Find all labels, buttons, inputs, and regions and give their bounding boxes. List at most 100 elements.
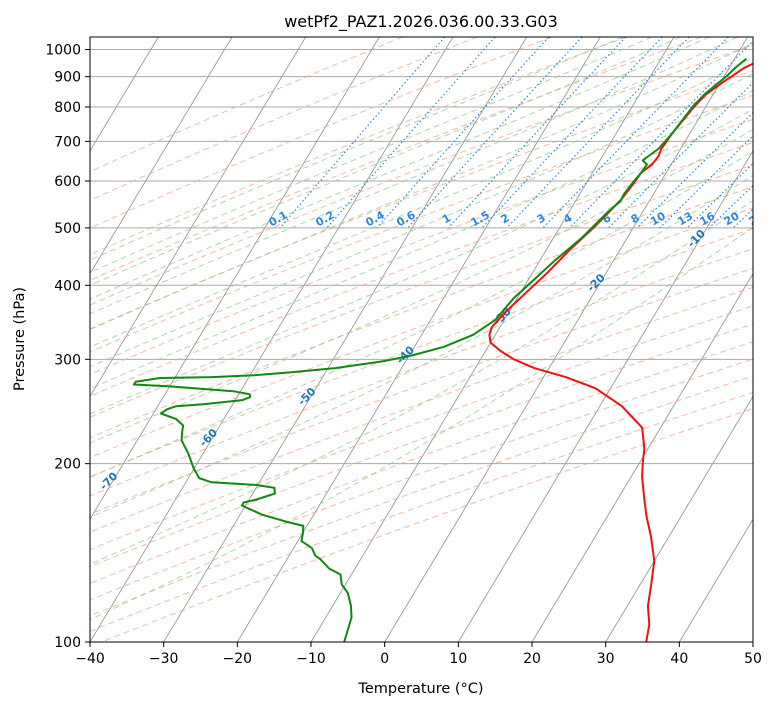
isotherm-line xyxy=(236,37,601,642)
dry-adiabat-line xyxy=(90,94,753,353)
moist-adiabat-line xyxy=(90,72,753,368)
isotherm-line xyxy=(531,272,753,642)
dry-adiabat-line xyxy=(90,186,753,439)
moist-adiabat-line xyxy=(90,37,681,286)
moist-adiabat-line xyxy=(90,226,753,621)
isotherm-line xyxy=(90,37,233,275)
mixing-ratio-label: 25 xyxy=(746,209,766,228)
dry-adiabat-line xyxy=(90,286,753,533)
isobar-lines xyxy=(90,49,753,642)
mixing-ratio-line xyxy=(326,37,496,229)
moist-adiabat-line xyxy=(90,174,753,518)
x-tick-label: −30 xyxy=(149,651,179,667)
dry-adiabat-line xyxy=(90,228,753,478)
isotherm-line xyxy=(163,37,528,642)
mixing-ratio-label: 0.4 xyxy=(363,208,387,229)
y-tick-label: 900 xyxy=(54,70,81,86)
temperature-line xyxy=(488,62,753,642)
dry-adiabat-line xyxy=(90,44,753,306)
sounding-series xyxy=(133,57,753,642)
mixing-ratio-label: 10 xyxy=(648,209,668,228)
dry-adiabat-line xyxy=(90,118,753,375)
moist-adiabat-line xyxy=(90,128,753,444)
moist-adiabat-line xyxy=(90,42,753,331)
mixing-ratio-label: 0.6 xyxy=(394,208,418,229)
mixing-ratio-line xyxy=(542,37,729,229)
y-tick-label: 700 xyxy=(54,134,81,150)
moist-adiabat-lines xyxy=(90,37,753,621)
dry-adiabat-line xyxy=(90,267,753,515)
dry-adiabat-line xyxy=(90,207,753,459)
isotherm-line xyxy=(678,518,753,642)
dry-adiabat-line xyxy=(90,358,753,601)
isotherm-label: -50 xyxy=(295,385,318,408)
dry-adiabat-line xyxy=(90,391,753,632)
y-tick-label: 400 xyxy=(54,278,81,294)
mixing-ratio-line xyxy=(447,37,627,229)
mixing-ratio-line xyxy=(708,184,753,229)
isotherm-lines xyxy=(0,37,753,642)
dry-adiabat-line xyxy=(90,341,753,584)
x-tick-label: 50 xyxy=(744,651,762,667)
mixing-ratio-line xyxy=(376,37,550,229)
y-tick-label: 100 xyxy=(54,635,81,651)
x-axis-ticks: −40 −30 −20 −10 0 10 20 30 40 50 xyxy=(75,642,762,667)
mixing-ratio-label: 30 xyxy=(767,209,775,228)
moist-adiabat-line xyxy=(90,57,753,348)
dry-adiabat-line xyxy=(101,408,753,642)
y-tick-label: 500 xyxy=(54,221,81,237)
dry-adiabat-line xyxy=(90,37,552,229)
mixing-ratio-label: 20 xyxy=(722,209,742,228)
mixing-ratio-label: 8 xyxy=(629,211,642,226)
isotherm-line xyxy=(90,37,307,398)
mixing-ratio-label: 4 xyxy=(561,211,574,226)
moist-adiabat-line xyxy=(90,150,753,478)
mixing-ratio-label: 0.1 xyxy=(267,208,290,229)
mixing-ratio-line xyxy=(732,208,753,229)
dry-adiabat-line xyxy=(90,375,753,617)
isotherm-line xyxy=(0,37,11,642)
moist-adiabat-line xyxy=(90,37,738,315)
dewpoint-line xyxy=(133,57,748,642)
dry-adiabat-line xyxy=(90,305,753,551)
mixing-ratio-line xyxy=(569,40,753,229)
dry-adiabat-line xyxy=(90,141,753,397)
x-axis-title: Temperature (°C) xyxy=(357,681,483,697)
y-tick-label: 200 xyxy=(54,457,81,473)
isotherm-line xyxy=(752,641,753,642)
dry-adiabat-line xyxy=(90,248,753,497)
x-tick-label: −10 xyxy=(296,651,326,667)
mixing-ratio-line xyxy=(608,81,753,229)
x-tick-label: 10 xyxy=(449,651,467,667)
x-tick-label: −40 xyxy=(75,651,105,667)
x-tick-label: 20 xyxy=(523,651,541,667)
mixing-ratio-label: 16 xyxy=(698,209,718,228)
moist-adiabat-line xyxy=(90,199,753,565)
moist-adiabat-line xyxy=(90,37,653,274)
mixing-ratio-line xyxy=(636,111,753,229)
x-tick-label: 0 xyxy=(380,651,389,667)
y-tick-label: 800 xyxy=(54,100,81,116)
dry-adiabat-line xyxy=(90,323,753,568)
moist-adiabat-line xyxy=(90,90,753,390)
isotherm-label: -20 xyxy=(585,271,608,294)
isotherm-line xyxy=(90,37,380,521)
y-tick-label: 1000 xyxy=(45,43,81,59)
isotherm-line xyxy=(457,150,753,642)
moist-adiabat-line xyxy=(90,37,624,261)
x-tick-label: 40 xyxy=(670,651,688,667)
mixing-ratio-lines xyxy=(279,37,753,229)
x-tick-label: −20 xyxy=(223,651,253,667)
mixing-ratio-line xyxy=(506,37,690,229)
isotherm-label: -80 xyxy=(0,513,21,536)
dry-adiabat-line xyxy=(90,37,702,281)
mixing-ratio-line xyxy=(407,37,583,229)
plot-area: -100-90-80-70-60-50-40-30-20-100.10.20.4… xyxy=(0,37,775,642)
dry-adiabat-line xyxy=(90,37,478,201)
isotherm-line xyxy=(605,395,753,642)
dry-adiabat-line xyxy=(90,37,403,173)
mixing-ratio-label: 2 xyxy=(498,211,511,226)
chart-title: wetPf2_PAZ1.2026.036.00.33.G03 xyxy=(284,12,558,32)
moist-adiabat-line xyxy=(90,108,753,415)
